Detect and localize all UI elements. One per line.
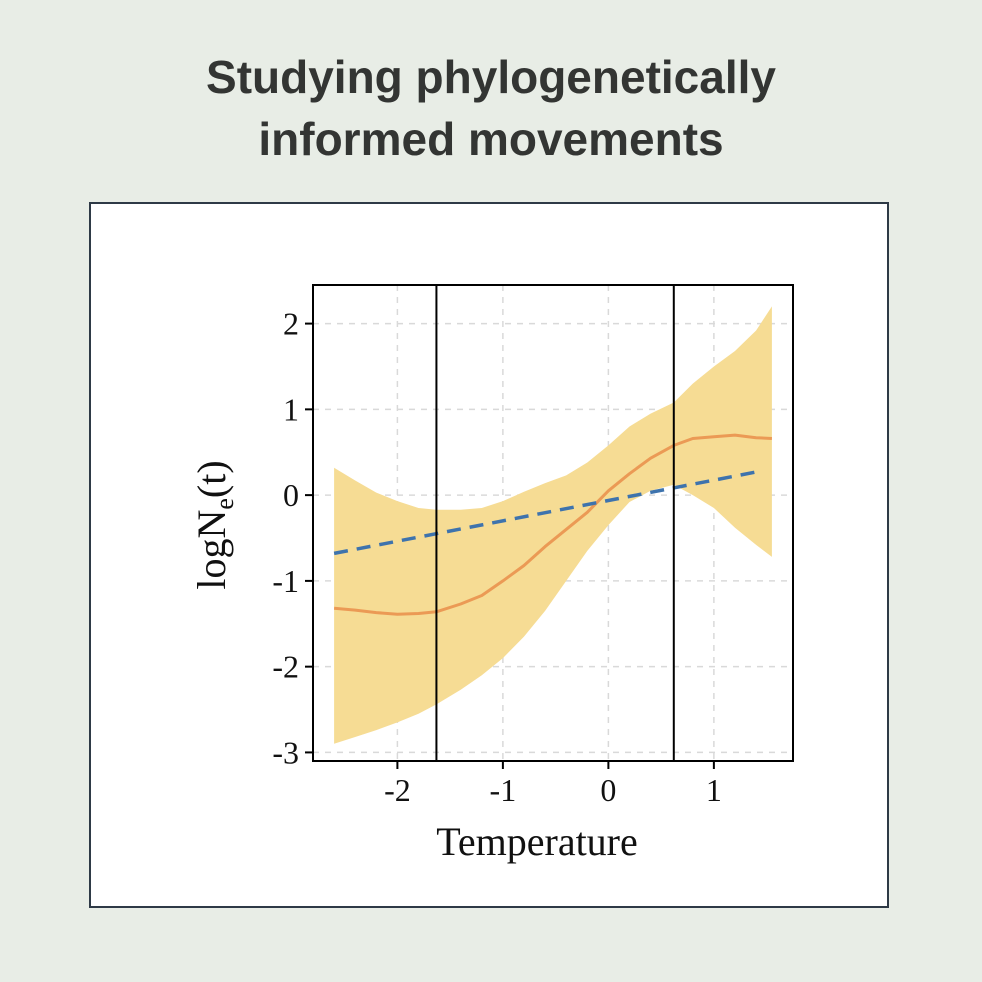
mean-curve-line <box>333 433 772 616</box>
linear-fit-line <box>333 470 757 556</box>
y-tick-label: -3 <box>272 734 299 770</box>
y-tick-label: 1 <box>283 391 299 427</box>
title-line-2: informed movements <box>258 113 724 165</box>
y-tick-label: 2 <box>283 306 299 342</box>
series-lines <box>333 433 772 616</box>
ticks: -2 -1 0 1 2 1 0 -1 -2 -3 <box>272 306 722 808</box>
vertical-lines <box>435 285 675 761</box>
confidence-band-layer <box>334 306 772 744</box>
chart-card: -2 -1 0 1 2 1 0 -1 -2 -3 Temperature logNe(t) <box>89 202 889 908</box>
x-tick-label: -2 <box>384 772 411 808</box>
y-axis-title-paren: (t) <box>189 460 234 498</box>
y-axis-title-main: logN <box>189 510 234 590</box>
y-axis-title: logNe(t) <box>189 460 239 589</box>
y-axis-title-sub: e <box>210 498 239 510</box>
y-tick-label: 0 <box>283 477 299 513</box>
x-axis-title: Temperature <box>436 819 638 864</box>
y-tick-label: -2 <box>272 649 299 685</box>
confidence-band <box>334 306 772 744</box>
x-tick-label: 0 <box>600 772 616 808</box>
x-tick-label: -1 <box>490 772 517 808</box>
y-tick-label: -1 <box>272 563 299 599</box>
plot-frame <box>312 284 794 762</box>
x-tick-label: 1 <box>706 772 722 808</box>
page-title: Studying phylogenetically informed movem… <box>0 46 982 170</box>
chart: -2 -1 0 1 2 1 0 -1 -2 -3 Temperature logNe(t) <box>189 284 794 864</box>
title-line-1: Studying phylogenetically <box>206 51 776 103</box>
